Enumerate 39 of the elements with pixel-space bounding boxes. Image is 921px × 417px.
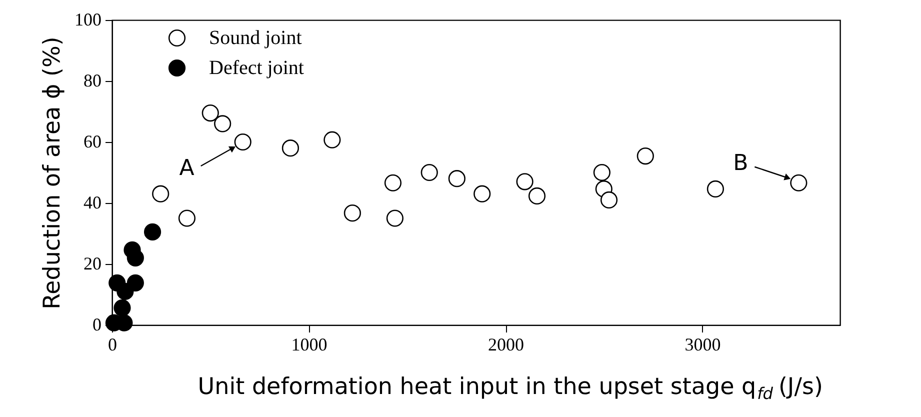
point — [144, 223, 162, 241]
point — [386, 210, 404, 227]
point — [214, 115, 232, 132]
y-tick-label: 100 — [74, 10, 102, 30]
x-tick-label: 0 — [108, 334, 117, 354]
x-tick-label: 2000 — [488, 334, 524, 354]
point — [516, 173, 534, 190]
point — [126, 249, 144, 266]
point — [344, 204, 361, 222]
point — [474, 185, 491, 202]
y-axis-title: Reduction of area ϕ (%) — [40, 36, 66, 310]
point — [114, 299, 131, 316]
point — [790, 174, 808, 192]
y-tick-label: 60 — [84, 132, 102, 152]
point — [636, 147, 654, 165]
y-tick-label: 20 — [84, 254, 102, 274]
point — [420, 164, 438, 182]
legend-label: Defect joint — [209, 57, 304, 79]
x-tick-label: 1000 — [291, 334, 328, 354]
point — [116, 282, 134, 300]
point — [324, 131, 341, 148]
point — [384, 174, 402, 192]
y-tick-label: 80 — [84, 70, 102, 90]
point — [178, 210, 196, 227]
point — [282, 140, 300, 157]
annotation: A — [179, 156, 194, 181]
x-tick-label: 3000 — [684, 334, 721, 354]
point — [528, 187, 546, 205]
y-tick-label: 40 — [84, 192, 102, 212]
point — [448, 170, 466, 188]
point — [202, 104, 219, 122]
point — [593, 164, 610, 182]
point — [706, 180, 724, 198]
y-tick-label: 0 — [92, 314, 102, 334]
legend-label: Sound joint — [209, 27, 302, 49]
annotation: B — [733, 150, 748, 176]
point — [234, 133, 252, 151]
point — [600, 191, 618, 208]
point — [152, 185, 170, 202]
